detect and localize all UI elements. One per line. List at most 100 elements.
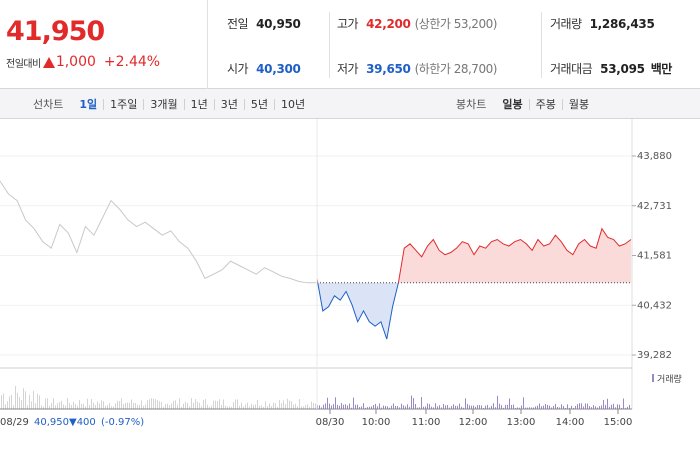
- volume-bar: [169, 405, 170, 409]
- volume-bar: [489, 407, 490, 409]
- volume-bar: [333, 404, 334, 409]
- volume-bar: [319, 405, 320, 409]
- volume-bar: [33, 390, 34, 409]
- volume-bar: [93, 402, 94, 409]
- volume-bar: [627, 406, 628, 409]
- stat-label: 거래량: [550, 17, 582, 31]
- volume-bar: [409, 406, 410, 409]
- volume-bar: [423, 406, 424, 409]
- volume-bar: [49, 405, 50, 409]
- volume-bar: [395, 405, 396, 409]
- volume-bar: [577, 404, 578, 409]
- volume-bar: [11, 394, 12, 409]
- volume-bar: [465, 398, 466, 409]
- volume-bar: [555, 404, 556, 409]
- tab-weekly[interactable]: 주봉: [528, 98, 562, 110]
- volume-bar: [615, 407, 616, 409]
- upper-limit: (상한가 53,200): [414, 17, 498, 31]
- volume-bar: [421, 397, 422, 409]
- volume-bar: [457, 405, 458, 409]
- volume-bar: [223, 399, 224, 409]
- y-tick-label: 41,581: [637, 251, 672, 262]
- volume-bar: [237, 399, 238, 409]
- volume-bar: [15, 385, 16, 409]
- divider: [541, 12, 542, 78]
- tab-daily[interactable]: 일봉: [502, 97, 523, 111]
- volume-bar: [25, 391, 26, 409]
- volume-bar: [273, 402, 274, 409]
- volume-bar: [163, 406, 164, 409]
- volume-bar: [119, 401, 120, 409]
- tab-10year[interactable]: 10년: [274, 98, 311, 110]
- volume-bar: [389, 407, 390, 409]
- volume-bar: [115, 403, 116, 409]
- volume-bar: [419, 407, 420, 409]
- tab-1year[interactable]: 1년: [183, 98, 214, 110]
- volume-bar: [561, 404, 562, 409]
- volume-bar: [189, 406, 190, 409]
- volume-bar: [201, 405, 202, 409]
- volume-bar: [41, 405, 42, 409]
- volume-bar: [167, 403, 168, 409]
- volume-bar: [491, 405, 492, 409]
- tab-1week[interactable]: 1주일: [103, 98, 143, 110]
- volume-bar: [559, 407, 560, 409]
- volume-bar: [211, 405, 212, 409]
- volume-bar: [107, 404, 108, 409]
- volume-bar: [179, 398, 180, 409]
- x-axis-ticks: 08/30 10:00 11:00 12:00 13:00 14:00 15:00: [316, 119, 632, 428]
- volume-bar: [505, 404, 506, 409]
- volume-bar: [103, 401, 104, 409]
- volume-bar: [61, 400, 62, 409]
- volume-bar: [485, 405, 486, 409]
- volume-bar: [391, 405, 392, 409]
- volume-bar: [371, 406, 372, 409]
- tab-3month[interactable]: 3개월: [143, 98, 183, 110]
- volume-bar: [203, 399, 204, 409]
- volume-bar: [435, 403, 436, 409]
- volume-bar: [533, 407, 534, 409]
- volume-bar: [339, 405, 340, 409]
- volume-bar: [113, 406, 114, 409]
- volume-bar: [141, 400, 142, 409]
- volume-bar: [43, 406, 44, 409]
- volume-bar: [385, 405, 386, 409]
- volume-bar: [591, 407, 592, 409]
- volume-bar: [307, 404, 308, 409]
- volume-bar: [183, 403, 184, 409]
- volume-bar: [459, 403, 460, 409]
- volume-bar: [289, 400, 290, 409]
- volume-bar: [105, 405, 106, 409]
- tab-5year[interactable]: 5년: [243, 98, 274, 110]
- volume-bar: [133, 402, 134, 409]
- volume-bar: [405, 406, 406, 409]
- volume-bar: [541, 406, 542, 409]
- volume-bar: [9, 396, 10, 409]
- tab-3year[interactable]: 3년: [213, 98, 244, 110]
- volume-bar: [85, 406, 86, 409]
- volume-bar: [45, 398, 46, 409]
- volume-bar: [393, 403, 394, 409]
- volume-bar: [131, 399, 132, 409]
- volume-bar: [37, 393, 38, 409]
- volume-bar: [467, 403, 468, 409]
- volume-bar: [293, 404, 294, 409]
- tab-monthly[interactable]: 월봉: [561, 98, 595, 110]
- tab-1day[interactable]: 1일: [79, 97, 98, 111]
- volume-bar: [573, 407, 574, 409]
- volume-bar: [27, 405, 28, 409]
- volume-bar: [47, 398, 48, 409]
- volume-bar: [51, 403, 52, 409]
- volume-bar: [63, 404, 64, 409]
- stat-prev-close: 전일 40,950: [227, 15, 301, 32]
- volume-bar: [127, 402, 128, 409]
- volume-bar: [479, 405, 480, 409]
- down-line: [317, 282, 399, 340]
- volume-bar: [493, 403, 494, 409]
- volume-bar: [159, 401, 160, 409]
- prev-day-series: [0, 180, 316, 284]
- quote-header: 41,950 전일대비 1,000 +2.44% 전일 40,950 고가 42…: [0, 0, 700, 89]
- volume-bar: [87, 398, 88, 409]
- volume-bar: [259, 405, 260, 409]
- volume-bar: [463, 407, 464, 409]
